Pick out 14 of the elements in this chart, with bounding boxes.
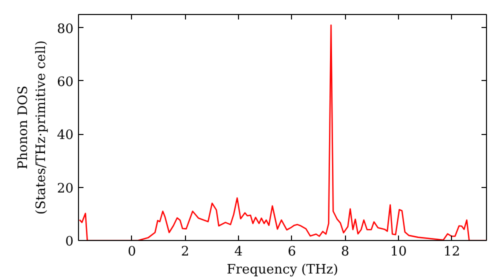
x-tick-label: 4 <box>234 244 243 260</box>
x-tick-label: 12 <box>444 244 460 260</box>
x-axis-title: Frequency (THz) <box>226 262 338 278</box>
y-tick-label: 80 <box>56 22 74 37</box>
x-tick-label: 0 <box>128 244 136 260</box>
y-tick-label: 0 <box>65 234 74 250</box>
y-tick-label: 40 <box>56 128 74 144</box>
y-axis-title: Phonon DOS (States/THz·primitive cell) <box>16 40 49 214</box>
x-tick-label: 2 <box>181 244 190 260</box>
x-tick-label: 8 <box>341 244 350 260</box>
y-tick-label: 20 <box>56 181 74 196</box>
x-tick-label: 10 <box>390 244 407 260</box>
x-tick-label: 6 <box>288 244 296 260</box>
y-tick-label: 60 <box>56 74 74 90</box>
